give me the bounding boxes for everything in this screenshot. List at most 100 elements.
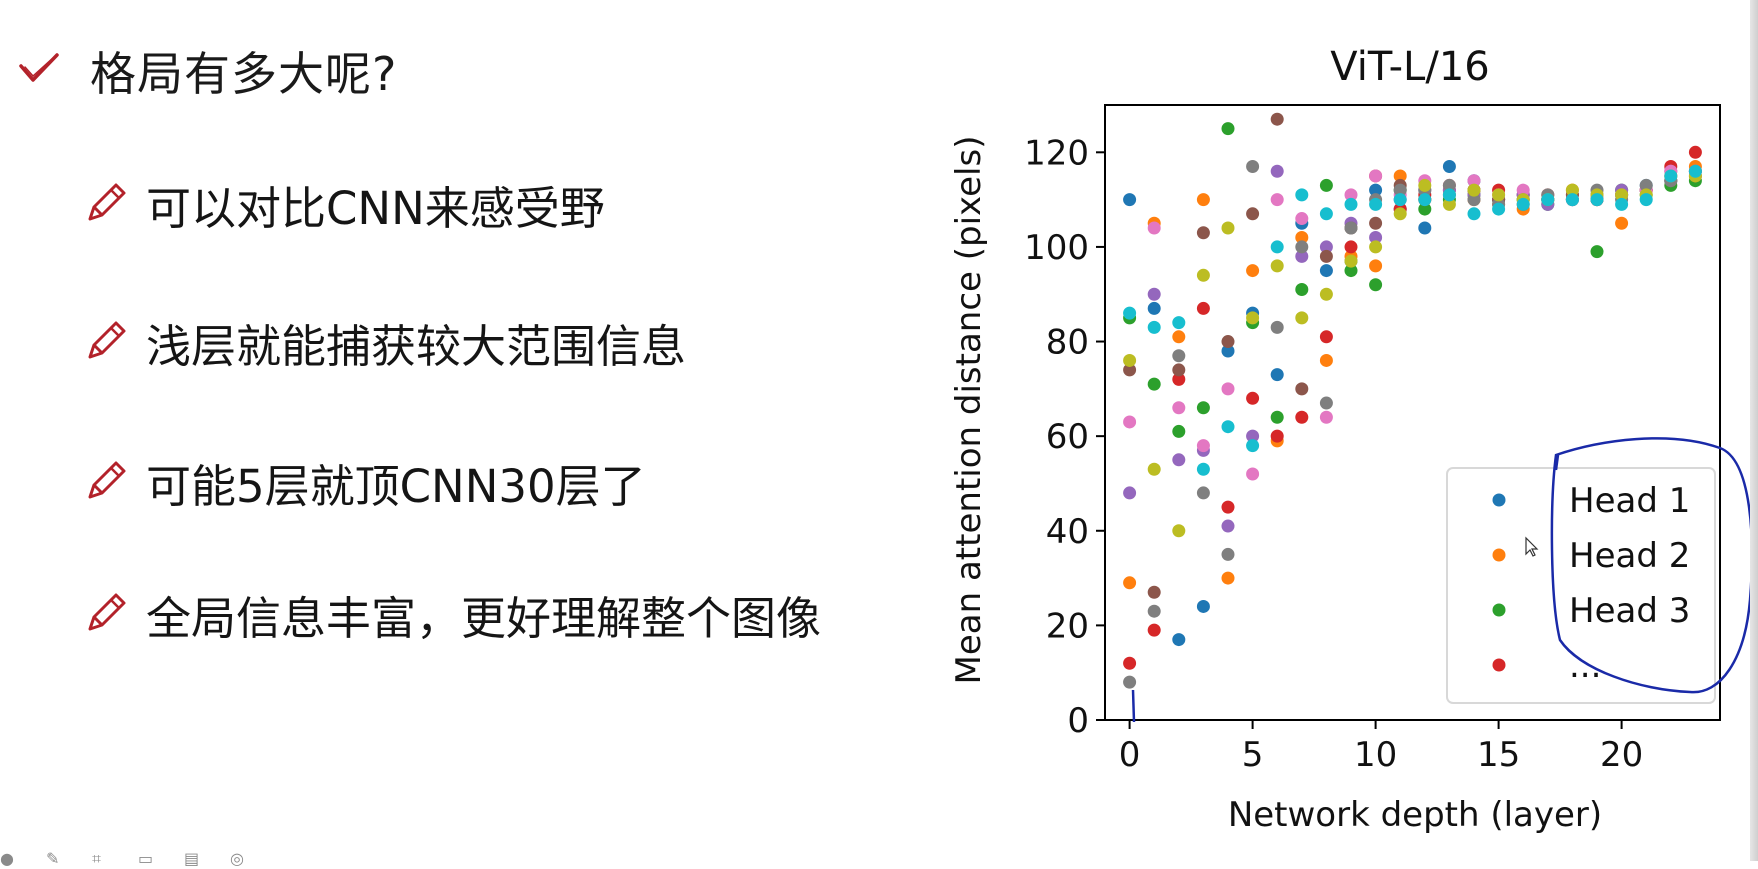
data-point [1467, 174, 1481, 188]
data-point [1221, 571, 1235, 585]
data-point [1442, 178, 1456, 192]
more-icon[interactable]: ◎ [230, 849, 244, 868]
data-point [1664, 169, 1678, 183]
annotation-ink-stroke [1554, 454, 1560, 471]
heading-row: 格局有多大呢? [18, 38, 397, 104]
data-point [1295, 249, 1309, 263]
legend-box [1446, 467, 1716, 704]
data-point [1369, 259, 1383, 273]
notes-icon[interactable]: ▤ [184, 849, 200, 868]
plot-frame [1104, 104, 1721, 721]
data-point [1123, 363, 1137, 377]
data-point [1123, 656, 1137, 670]
chart-x-axis-label: Network depth (layer) [1228, 795, 1602, 835]
x-tick-label: 10 [1354, 735, 1397, 775]
bullet-text: 浅层就能捕获较大范围信息 [146, 320, 687, 373]
data-point [1442, 188, 1456, 202]
bullet-item: 可能5层就顶CNN30层了 [84, 450, 646, 515]
window-edge [1750, 0, 1758, 861]
data-point [1196, 486, 1210, 500]
data-point [1246, 391, 1260, 405]
y-tick-label: 60 [1046, 417, 1089, 457]
zoom-icon[interactable]: ⌗ [92, 849, 102, 868]
data-point [1270, 429, 1284, 443]
data-point [1615, 216, 1629, 230]
data-point [1369, 197, 1383, 211]
prev-icon[interactable]: ● [0, 849, 14, 868]
data-point [1639, 193, 1653, 207]
data-point [1369, 240, 1383, 254]
mouse-cursor-icon [1525, 536, 1539, 557]
data-point [1442, 197, 1456, 211]
data-point [1344, 197, 1358, 211]
y-tick-label: 0 [1067, 701, 1089, 741]
pen-tool-icon[interactable]: ✎ [46, 849, 60, 868]
bullet-item: 全局信息丰富，更好理解整个图像 [84, 582, 821, 647]
x-tick-label: 0 [1119, 735, 1141, 775]
data-point [1270, 320, 1284, 334]
data-point [1221, 420, 1235, 434]
data-point [1172, 401, 1186, 415]
data-point [1344, 254, 1358, 268]
data-point [1393, 183, 1407, 197]
y-tick-label: 100 [1024, 228, 1089, 268]
data-point [1196, 268, 1210, 282]
data-point [1418, 221, 1432, 235]
data-point [1196, 439, 1210, 453]
data-point [1147, 377, 1161, 391]
data-point [1565, 193, 1579, 207]
data-point [1147, 585, 1161, 599]
data-point [1467, 193, 1481, 207]
data-point [1319, 353, 1333, 367]
data-point [1615, 197, 1629, 211]
data-point [1123, 193, 1137, 207]
legend-marker [1492, 548, 1506, 562]
data-point [1147, 604, 1161, 618]
data-point [1639, 178, 1653, 192]
data-point [1246, 467, 1260, 481]
data-point [1319, 249, 1333, 263]
data-point [1319, 264, 1333, 278]
data-point [1319, 207, 1333, 221]
data-point [1270, 240, 1284, 254]
data-point [1295, 382, 1309, 396]
data-point [1123, 576, 1137, 590]
data-point [1221, 344, 1235, 358]
data-point [1270, 259, 1284, 273]
data-point [1344, 221, 1358, 235]
data-point [1172, 453, 1186, 467]
data-point [1541, 193, 1555, 207]
data-point [1516, 183, 1530, 197]
data-point [1319, 396, 1333, 410]
annotation-ink-stroke [1131, 689, 1136, 723]
presentation-toolbar: ● ✎ ⌗ ▭ ▤ ◎ [0, 846, 280, 868]
y-tick-label: 40 [1046, 512, 1089, 552]
data-point [1492, 202, 1506, 216]
bullet-text: 可能5层就顶CNN30层了 [146, 460, 646, 513]
data-point [1196, 401, 1210, 415]
slides-icon[interactable]: ▭ [138, 849, 154, 868]
data-point [1123, 415, 1137, 429]
data-point [1492, 188, 1506, 202]
data-point [1590, 245, 1604, 259]
x-tick-label: 5 [1242, 735, 1264, 775]
data-point [1172, 524, 1186, 538]
data-point [1221, 335, 1235, 349]
legend-label: ... [1569, 646, 1601, 686]
data-point [1123, 306, 1137, 320]
data-point [1295, 212, 1309, 226]
data-point [1369, 230, 1383, 244]
data-point [1369, 216, 1383, 230]
data-point [1196, 301, 1210, 315]
data-point [1369, 183, 1383, 197]
data-point [1123, 486, 1137, 500]
pencil-icon [84, 319, 128, 367]
pencil-icon [84, 181, 128, 229]
y-tick-label: 120 [1024, 133, 1089, 173]
data-point [1221, 500, 1235, 514]
data-point [1172, 316, 1186, 330]
data-point [1246, 311, 1260, 325]
data-point [1246, 207, 1260, 221]
data-point [1196, 193, 1210, 207]
data-point [1196, 462, 1210, 476]
